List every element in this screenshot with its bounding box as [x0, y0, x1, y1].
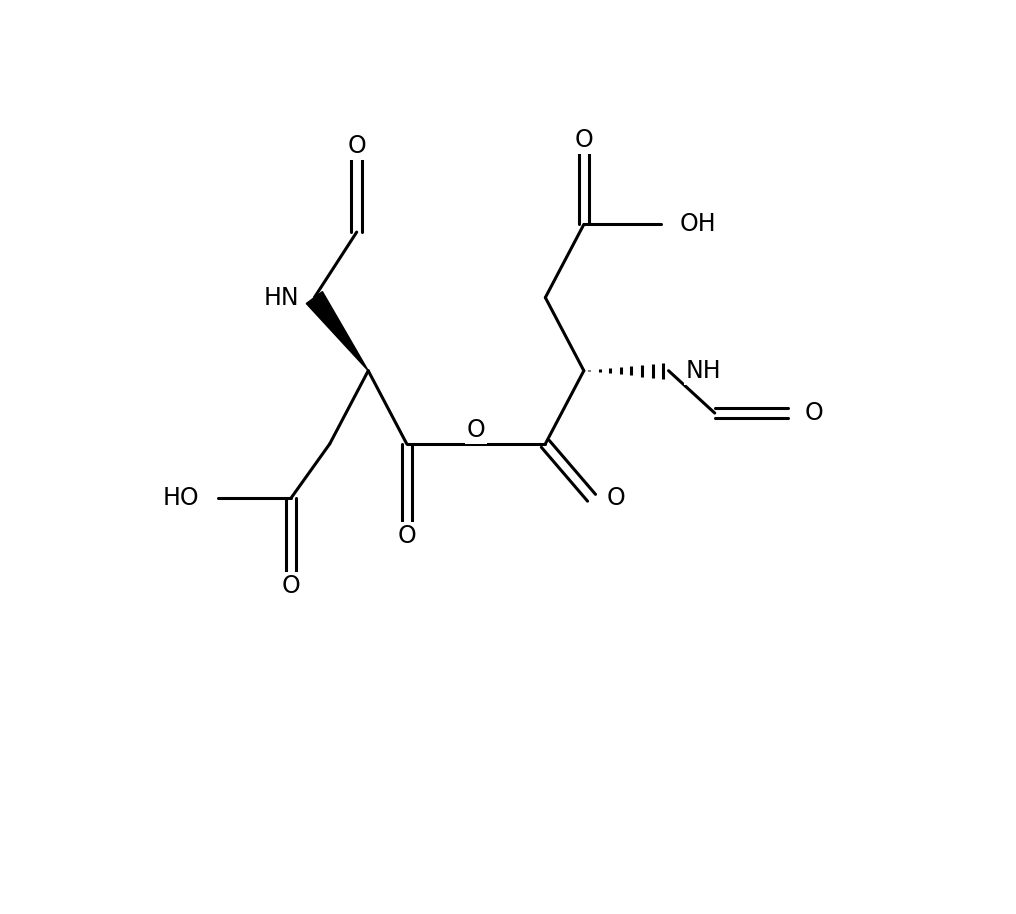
Text: O: O — [466, 418, 486, 442]
Text: O: O — [607, 485, 626, 510]
Polygon shape — [306, 292, 368, 371]
Text: HO: HO — [163, 485, 199, 510]
Text: NH: NH — [686, 358, 721, 383]
Text: O: O — [281, 574, 301, 599]
Text: O: O — [397, 525, 417, 548]
Text: HN: HN — [263, 285, 299, 310]
Text: O: O — [574, 128, 593, 152]
Text: OH: OH — [680, 212, 716, 237]
Text: O: O — [347, 133, 366, 158]
Text: O: O — [805, 401, 824, 425]
